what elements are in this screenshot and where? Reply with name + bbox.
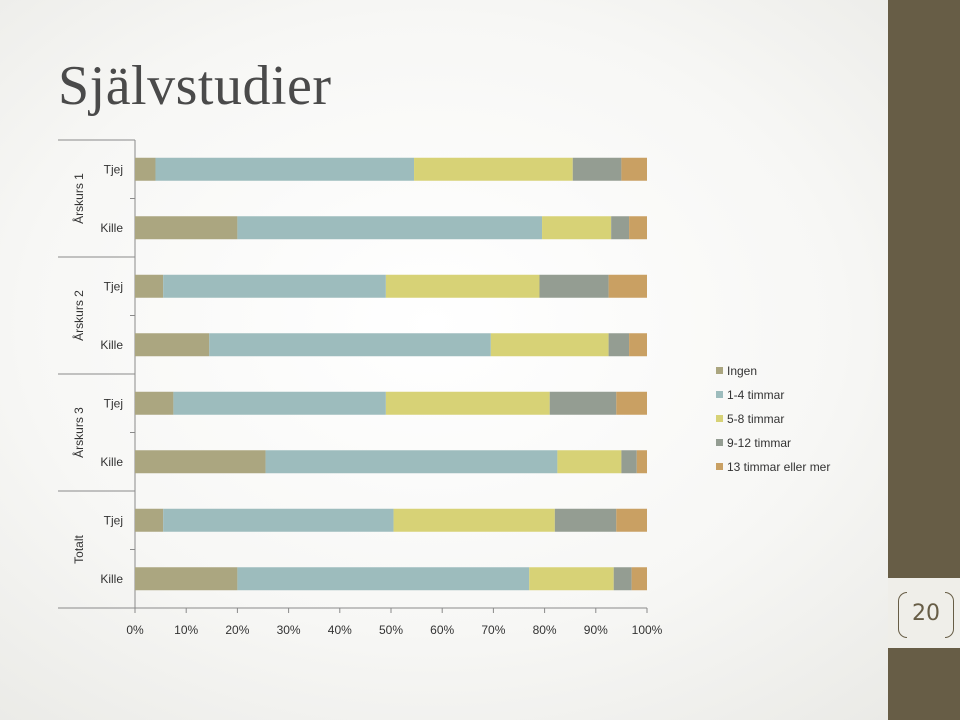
bar-segment <box>616 391 647 415</box>
legend-swatch <box>716 415 723 422</box>
bar-segment <box>542 216 612 240</box>
bar-segment <box>163 508 394 532</box>
bar-segment <box>636 450 647 474</box>
bar-segment <box>173 391 386 415</box>
x-tick-label: 20% <box>225 623 249 637</box>
bar-segment <box>135 567 238 591</box>
x-tick-label: 40% <box>328 623 352 637</box>
bar-segment <box>608 274 647 298</box>
bar-segment <box>135 391 174 415</box>
group-label: Årskurs 2 <box>71 290 86 341</box>
bar-segment <box>554 508 617 532</box>
category-label: Kille <box>100 455 123 469</box>
legend-label: 5-8 timmar <box>727 412 784 426</box>
category-label: Tjej <box>104 279 123 293</box>
bar-segment <box>490 333 609 357</box>
category-label: Kille <box>100 572 123 586</box>
legend-label: 13 timmar eller mer <box>727 460 830 474</box>
bar-segment <box>265 450 558 474</box>
bar-segment <box>608 333 630 357</box>
x-tick-label: 0% <box>126 623 144 637</box>
bar-segment <box>237 567 530 591</box>
bar-segment <box>549 391 617 415</box>
bar-segment <box>385 274 540 298</box>
bar-segment <box>629 216 647 240</box>
page-number: 20 <box>912 601 940 626</box>
bar-segment <box>572 157 622 181</box>
legend-swatch <box>716 463 723 470</box>
legend-label: 1-4 timmar <box>727 388 784 402</box>
legend-label: 9-12 timmar <box>727 436 791 450</box>
legend-swatch <box>716 391 723 398</box>
x-tick-label: 70% <box>481 623 505 637</box>
x-tick-label: 60% <box>430 623 454 637</box>
bar-segment <box>237 216 543 240</box>
legend-swatch <box>716 439 723 446</box>
bar-segment <box>135 274 164 298</box>
group-label: Totalt <box>72 534 86 563</box>
bar-segment <box>629 333 647 357</box>
bar-segment <box>557 450 622 474</box>
group-label: Årskurs 3 <box>71 407 86 458</box>
bar-segment <box>385 391 550 415</box>
bar-segment <box>613 567 632 591</box>
bar-segment <box>135 508 164 532</box>
x-tick-label: 10% <box>174 623 198 637</box>
category-label: Kille <box>100 338 123 352</box>
slide-title: Självstudier <box>58 55 332 117</box>
legend-swatch <box>716 367 723 374</box>
bar-segment <box>393 508 555 532</box>
x-tick-label: 30% <box>277 623 301 637</box>
bar-segment <box>135 216 238 240</box>
bar-segment <box>163 274 386 298</box>
x-tick-label: 90% <box>584 623 608 637</box>
category-label: Kille <box>100 221 123 235</box>
bar-segment <box>631 567 647 591</box>
bar-segment <box>414 157 573 181</box>
bar-segment <box>135 157 156 181</box>
bar-segment <box>621 157 647 181</box>
x-tick-label: 50% <box>379 623 403 637</box>
bar-segment <box>621 450 637 474</box>
bar-segment <box>135 333 210 357</box>
bar-segment <box>155 157 415 181</box>
bar-segment <box>539 274 609 298</box>
bar-segment <box>616 508 647 532</box>
x-tick-label: 100% <box>632 623 663 637</box>
bar-segment <box>209 333 491 357</box>
category-label: Tjej <box>104 396 123 410</box>
bar-segment <box>529 567 614 591</box>
legend-label: Ingen <box>727 364 757 378</box>
bar-segment <box>135 450 266 474</box>
group-label: Årskurs 1 <box>71 173 86 224</box>
bar-segment <box>611 216 630 240</box>
x-tick-label: 80% <box>533 623 557 637</box>
category-label: Tjej <box>104 513 123 527</box>
category-label: Tjej <box>104 162 123 176</box>
